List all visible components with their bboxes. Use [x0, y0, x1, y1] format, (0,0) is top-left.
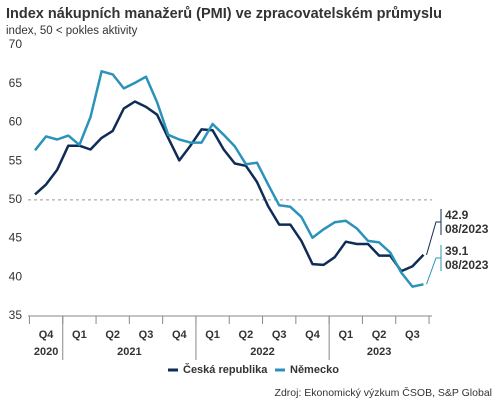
- end-value-label: 39.1: [445, 244, 469, 258]
- y-tick-label: 40: [9, 269, 23, 283]
- y-tick-label: 45: [9, 231, 23, 245]
- y-tick-label: 55: [9, 153, 23, 167]
- series-line: [34, 100, 425, 273]
- y-tick-label: 70: [9, 37, 23, 51]
- x-tick-label: Q4: [305, 329, 321, 341]
- annotation-leader: [426, 221, 441, 255]
- x-tick-label: Q1: [338, 329, 353, 341]
- x-tick-label: Q2: [372, 329, 387, 341]
- year-label: 2021: [117, 346, 141, 358]
- year-label: 2020: [34, 346, 58, 358]
- year-label: 2022: [250, 346, 274, 358]
- x-tick-label: Q3: [272, 329, 287, 341]
- y-tick-label: 60: [9, 115, 23, 129]
- legend-label: Česká republika: [183, 363, 268, 376]
- series-line: [34, 70, 424, 288]
- legend-label: Německo: [290, 364, 339, 376]
- x-tick-label: Q1: [205, 329, 220, 341]
- x-tick-label: Q1: [72, 329, 87, 341]
- source: Zdroj: Ekonomický výzkum ČSOB, S&P Globa…: [275, 386, 492, 399]
- y-tick-label: 35: [9, 308, 23, 322]
- end-value-label: 42.9: [445, 208, 469, 222]
- x-tick-label: Q4: [172, 329, 188, 341]
- chart-title: Index nákupních manažerů (PMI) ve zpraco…: [6, 6, 442, 22]
- end-date-label: 08/2023: [445, 258, 489, 272]
- end-date-label: 08/2023: [445, 222, 489, 236]
- chart-subtitle: index, 50 < pokles aktivity: [6, 25, 138, 37]
- x-tick-label: Q3: [405, 329, 420, 341]
- y-tick-label: 65: [9, 76, 23, 90]
- annotation-leader: [426, 257, 441, 285]
- x-tick-label: Q2: [105, 329, 120, 341]
- x-tick-label: Q3: [139, 329, 154, 341]
- x-tick-label: Q2: [239, 329, 254, 341]
- y-tick-label: 50: [9, 192, 23, 206]
- x-tick-label: Q4: [39, 329, 55, 341]
- year-label: 2023: [367, 346, 391, 358]
